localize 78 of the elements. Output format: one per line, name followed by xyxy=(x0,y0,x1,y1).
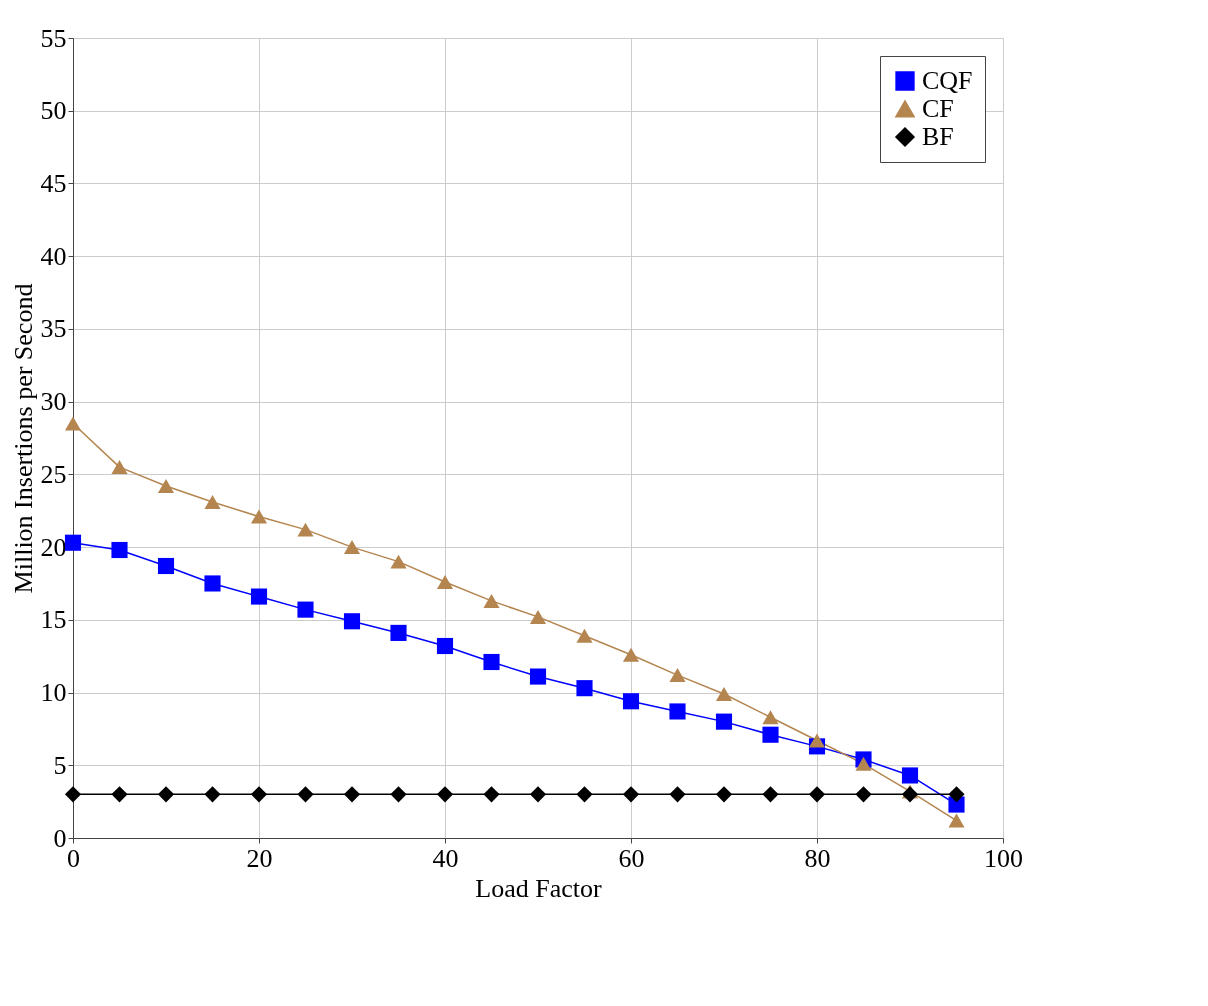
point xyxy=(855,756,872,771)
point xyxy=(297,786,314,803)
point xyxy=(948,813,965,828)
x-tick-label: 100 xyxy=(984,843,1023,873)
point xyxy=(64,416,82,431)
point xyxy=(622,647,640,662)
point xyxy=(576,680,593,697)
point xyxy=(157,479,175,493)
point xyxy=(436,637,454,655)
point xyxy=(483,593,500,608)
y-tick-label: 35 xyxy=(40,314,67,344)
x-tick-label: 20 xyxy=(246,843,273,873)
x-tick-label: 40 xyxy=(432,843,459,873)
x-tick-label: 60 xyxy=(618,843,645,873)
point xyxy=(669,668,686,683)
point xyxy=(715,687,733,701)
point xyxy=(390,554,407,569)
y-tick-label: 10 xyxy=(40,678,67,708)
point xyxy=(297,601,314,618)
point xyxy=(622,693,640,710)
point xyxy=(343,786,361,803)
point xyxy=(204,575,221,592)
point xyxy=(157,786,175,803)
legend-label: CF xyxy=(922,94,954,123)
point xyxy=(250,588,268,605)
point xyxy=(576,628,593,643)
y-tick-label: 0 xyxy=(53,823,67,853)
point xyxy=(669,703,686,720)
point xyxy=(204,786,221,803)
point xyxy=(250,786,268,803)
point xyxy=(669,786,686,803)
point xyxy=(250,509,268,524)
point xyxy=(576,786,593,803)
point xyxy=(204,495,221,509)
point xyxy=(855,786,872,803)
point xyxy=(762,726,779,743)
point xyxy=(483,786,500,803)
y-tick-label: 40 xyxy=(40,241,67,271)
point xyxy=(762,786,779,803)
point xyxy=(901,786,919,803)
y-tick-label: 45 xyxy=(40,168,67,198)
point xyxy=(436,575,454,589)
point xyxy=(901,767,919,784)
point xyxy=(808,786,826,803)
point xyxy=(948,786,965,803)
x-tick-label: 80 xyxy=(804,843,831,873)
y-tick-label: 50 xyxy=(40,96,67,126)
point xyxy=(390,624,407,641)
point xyxy=(111,460,128,475)
point xyxy=(436,786,454,803)
point xyxy=(64,786,82,803)
point xyxy=(622,786,640,803)
y-tick-label: 15 xyxy=(40,605,67,635)
y-axis-title: Million Insertions per Second xyxy=(8,283,38,594)
y-tick-label: 5 xyxy=(53,750,67,780)
point xyxy=(483,653,500,671)
y-tick-label: 30 xyxy=(40,387,67,417)
point xyxy=(157,557,175,575)
legend-label: CQF xyxy=(922,66,973,95)
point xyxy=(343,540,361,555)
y-tick-label: 25 xyxy=(40,459,67,489)
point xyxy=(529,668,547,685)
point xyxy=(529,786,547,803)
point xyxy=(111,786,128,803)
x-axis-title: Load Factor xyxy=(475,873,603,903)
point xyxy=(808,733,826,748)
point xyxy=(529,609,547,624)
point xyxy=(111,541,128,559)
point xyxy=(390,786,407,803)
point xyxy=(715,786,733,803)
y-tick-label: 55 xyxy=(40,23,67,53)
legend-label: BF xyxy=(922,122,954,151)
point xyxy=(64,534,82,551)
point xyxy=(715,713,733,730)
point xyxy=(762,710,779,725)
point xyxy=(343,613,361,630)
y-tick-label: 20 xyxy=(40,532,67,562)
point xyxy=(297,522,314,537)
